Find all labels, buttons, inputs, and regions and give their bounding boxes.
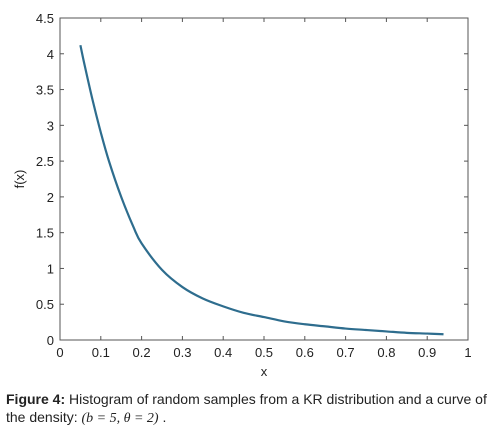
y-tick-label: 2 <box>47 190 54 205</box>
caption-label: Figure 4: <box>6 391 66 407</box>
x-tick-label: 0.3 <box>173 345 191 360</box>
figure-caption: Figure 4: Histogram of random samples fr… <box>6 390 492 428</box>
chart: 0 0.1 0.2 0.3 0.4 0.5 0.6 0.7 0.8 0.9 1 0 0.5 1 1.5 2 2… <box>12 11 472 379</box>
x-tick-label: 0.4 <box>214 345 232 360</box>
x-tick-label: 0.8 <box>377 345 395 360</box>
y-axis-ticks: 0 0.5 1 1.5 2 2.5 3 3.5 4 4.5 <box>36 11 468 348</box>
y-tick-label: 4 <box>47 47 54 62</box>
y-tick-label: 4.5 <box>36 11 54 26</box>
density-curve <box>79 44 444 336</box>
x-tick-label: 0 <box>56 345 63 360</box>
y-tick-label: 1.5 <box>36 226 54 241</box>
caption-end: . <box>158 409 167 425</box>
caption-math: (b = 5, θ = 2) <box>81 411 159 426</box>
x-axis-title: x <box>261 364 268 379</box>
y-tick-label: 3 <box>47 118 54 133</box>
plot-area <box>59 17 469 341</box>
x-tick-label: 0.7 <box>337 345 355 360</box>
x-axis-ticks: 0 0.1 0.2 0.3 0.4 0.5 0.6 0.7 0.8 0.9 1 <box>56 18 472 360</box>
y-axis-title: f(x) <box>12 170 27 189</box>
x-tick-label: 0.1 <box>92 345 110 360</box>
x-tick-label: 0.5 <box>255 345 273 360</box>
y-tick-label: 0 <box>47 333 54 348</box>
caption-text: Histogram of random samples from a KR di… <box>6 391 487 425</box>
x-tick-label: 1 <box>464 345 471 360</box>
x-tick-label: 0.9 <box>418 345 436 360</box>
y-tick-label: 2.5 <box>36 154 54 169</box>
y-tick-label: 1 <box>47 261 54 276</box>
y-tick-label: 3.5 <box>36 83 54 98</box>
x-tick-label: 0.6 <box>296 345 314 360</box>
x-tick-label: 0.2 <box>133 345 151 360</box>
y-tick-label: 0.5 <box>36 297 54 312</box>
